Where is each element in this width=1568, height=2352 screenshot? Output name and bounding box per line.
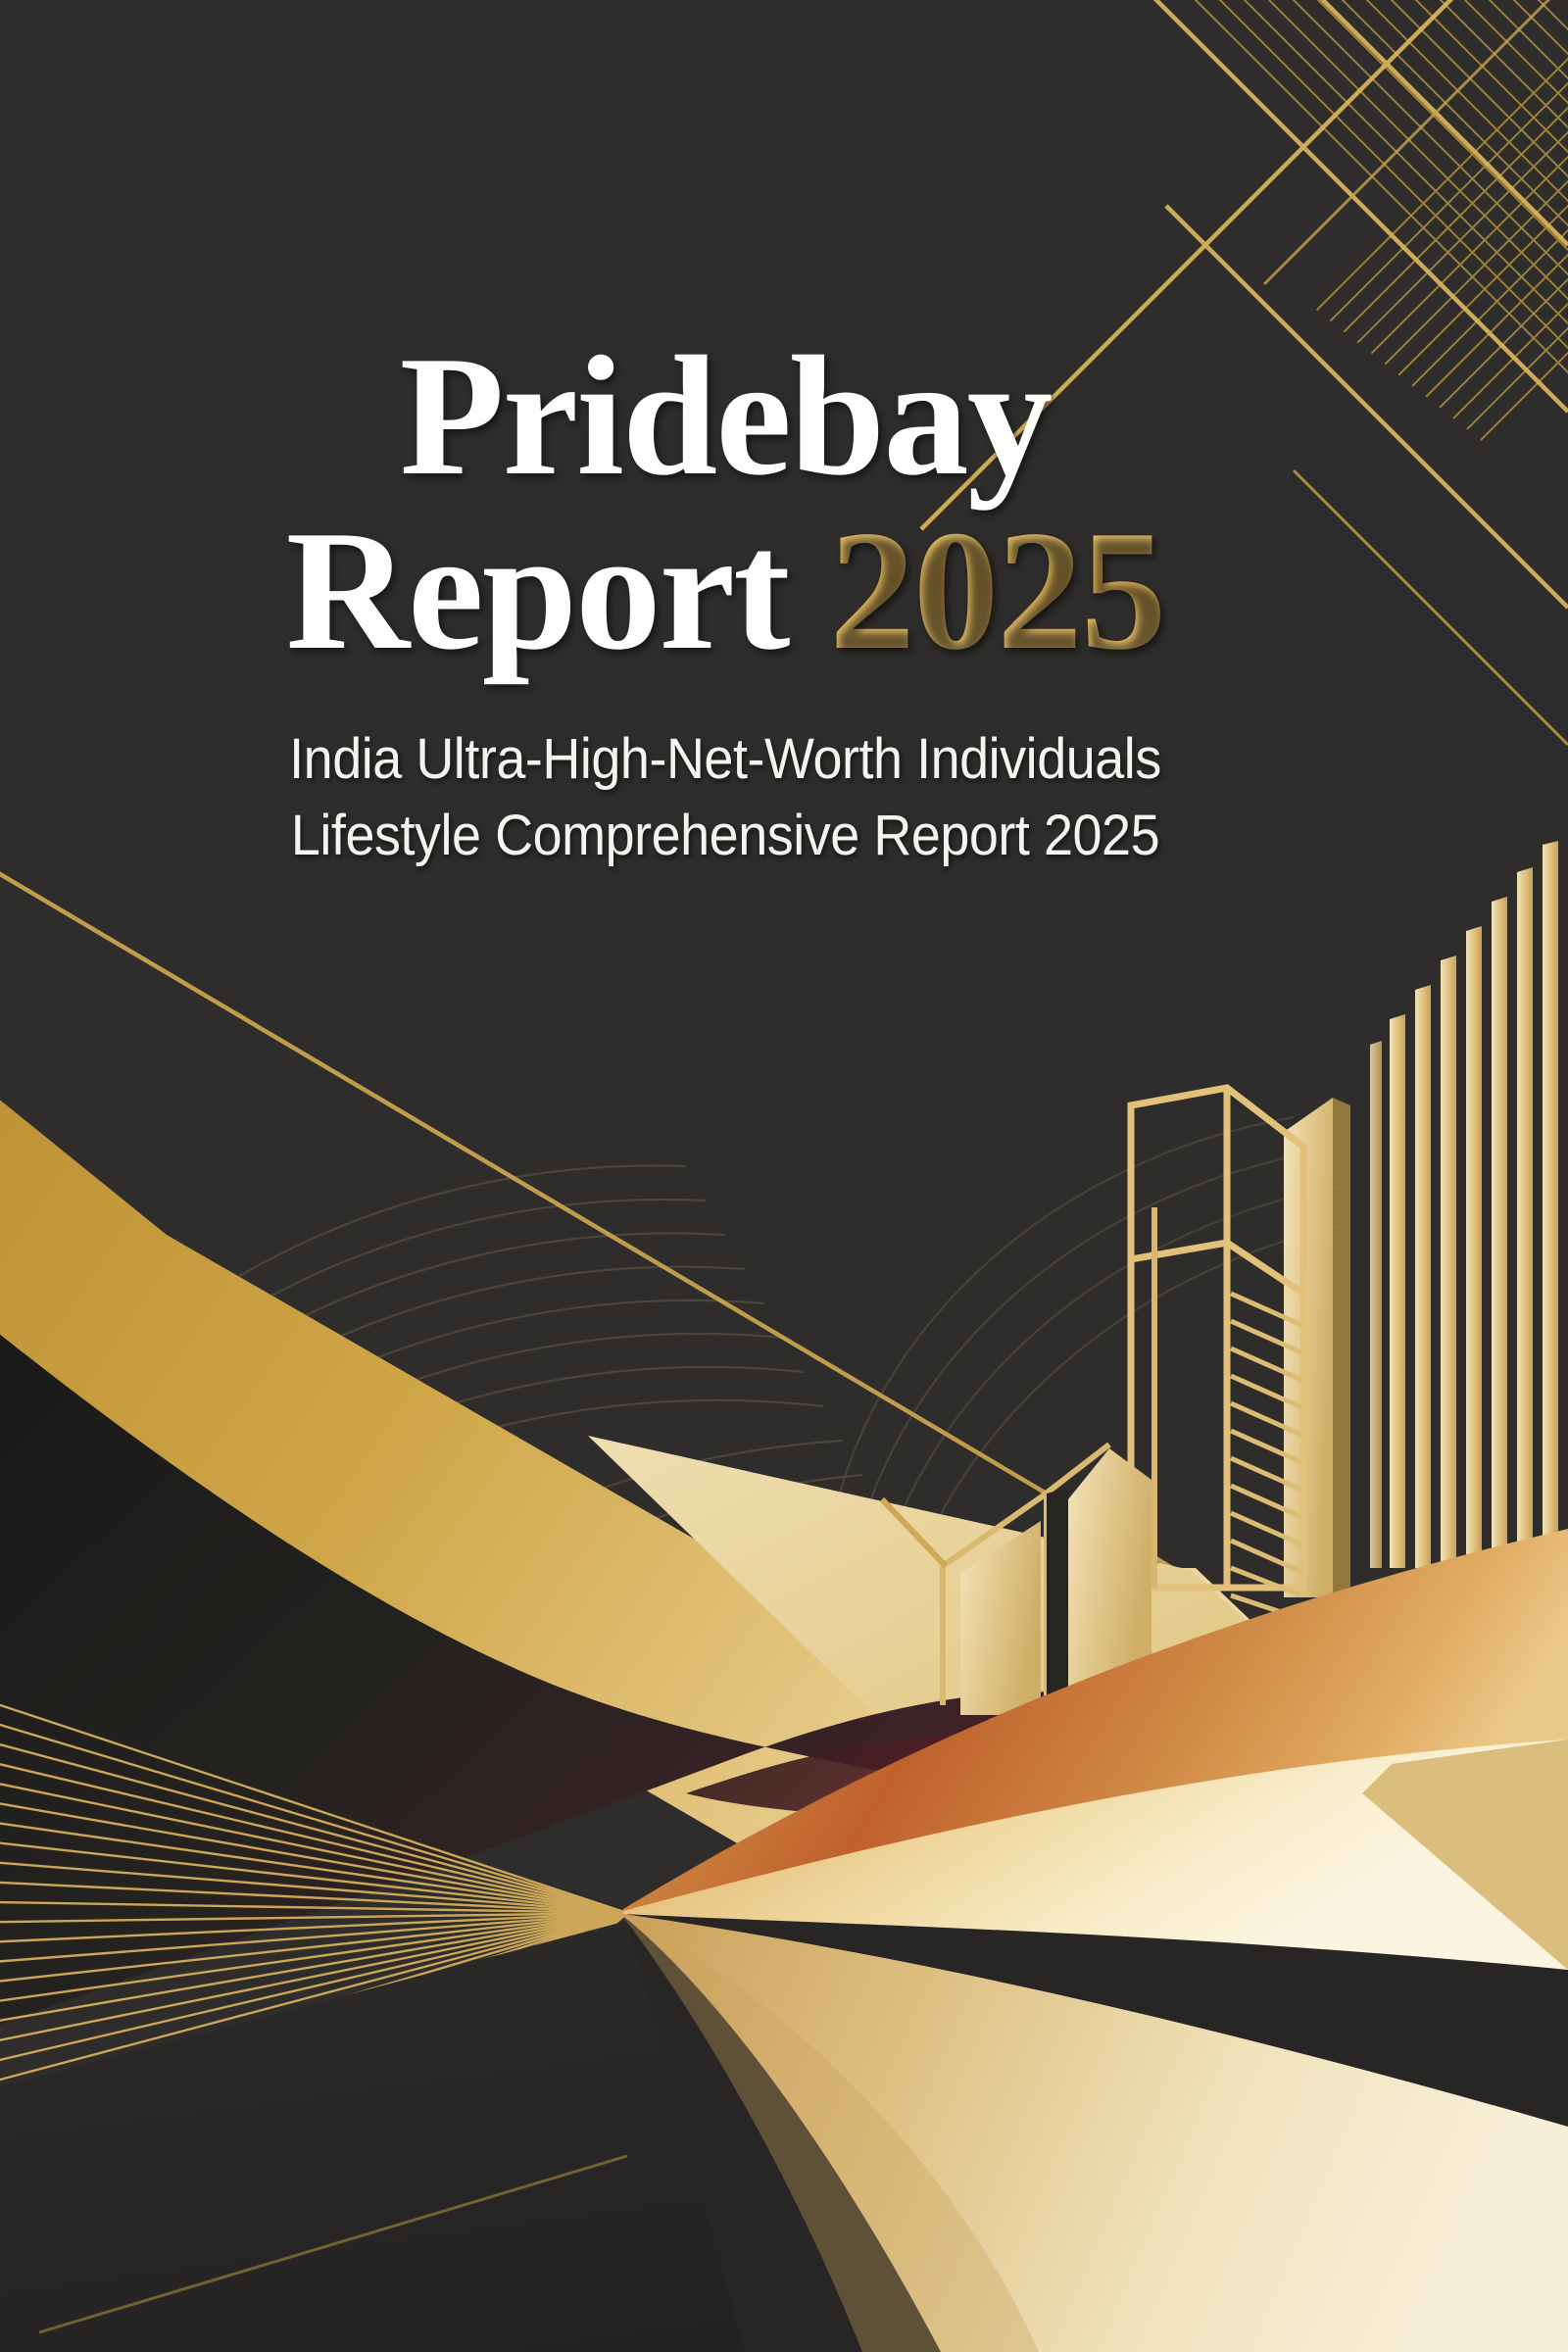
skyscraper-floor-lines <box>1229 1291 1303 1622</box>
title-word-report: Report <box>285 495 791 685</box>
slim-gold-tower-side <box>1333 1098 1350 1597</box>
title-year-2025: 2025 <box>829 495 1166 685</box>
ribbon-lower-shadow <box>623 1914 1039 2352</box>
bottom-right-gold-sliver <box>1362 1740 1568 1970</box>
subtitle-line-2: Lifestyle Comprehensive Report 2025 <box>290 804 1160 868</box>
tower-vertical-bars <box>1370 841 1558 1568</box>
bottom-right-thin-line <box>38 2154 628 2334</box>
title-line-1: Pridebay <box>399 320 1054 511</box>
thin-gold-diagonal-line <box>0 871 1207 1590</box>
ribbon-upper-copper <box>623 1529 1568 1913</box>
mid-building-a <box>1068 1448 1152 1686</box>
mid-building-dark-core <box>1047 1488 1068 1715</box>
slim-gold-tower <box>1284 1098 1333 1597</box>
dark-curved-blob <box>0 1334 1264 2025</box>
ribbon-mid-highlight <box>623 1740 1568 1970</box>
top-right-accent-lines-secondary <box>1262 0 1568 747</box>
ribbon-lower-fold <box>623 1914 1568 2352</box>
mid-building-b <box>960 1521 1041 1715</box>
top-right-accent-lines <box>919 0 1568 610</box>
left-small-structure <box>879 1496 949 1569</box>
subtitle-line-1: India Ultra-High-Net-Worth Individuals <box>289 727 1161 791</box>
title-line-2: Report 2025 <box>0 505 1450 676</box>
cover-text-block: Pridebay Report 2025 India Ultra-High-Ne… <box>0 320 1568 872</box>
